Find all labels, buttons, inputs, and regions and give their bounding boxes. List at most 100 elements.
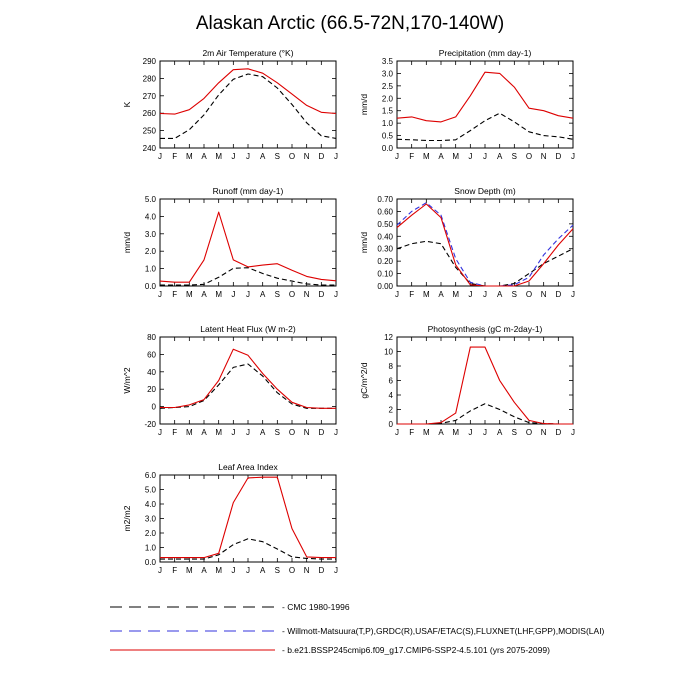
y-tick-label: 1.0 [145,544,157,553]
series-line-model [396,71,574,123]
x-tick-label: J [158,566,162,575]
y-tick-label: 2.0 [145,247,157,256]
x-tick-label: J [483,290,487,299]
x-tick-label: J [231,428,235,437]
series-line-model [160,348,336,409]
x-tick-label: S [275,152,280,161]
x-tick-label: J [246,290,250,299]
x-tick-label: S [275,566,280,575]
x-tick-label: S [275,428,280,437]
y-tick-label: 6 [389,377,394,386]
x-tick-label: J [231,290,235,299]
y-tick-label: 0.30 [377,245,393,254]
y-tick-label: 240 [143,144,157,153]
x-tick-label: A [497,152,503,161]
series-line-obs [396,202,574,287]
x-tick-label: J [395,290,399,299]
y-tick-label: 4 [389,391,394,400]
y-tick-label: 4.0 [145,500,157,509]
series-line-cmc [159,363,336,409]
x-tick-label: J [395,152,399,161]
x-tick-label: S [512,152,517,161]
y-tick-label: 2.0 [382,94,394,103]
x-tick-label: D [318,290,324,299]
x-tick-label: M [215,428,222,437]
x-tick-label: A [201,428,207,437]
x-tick-label: M [215,566,222,575]
panel-title: 2m Air Temperature (°K) [202,48,293,58]
y-tick-label: 60 [147,350,156,359]
figure-title: Alaskan Arctic (66.5-72N,170-140W) [196,13,504,34]
x-tick-label: O [289,428,295,437]
panel-title: Leaf Area Index [218,462,278,472]
legend: - CMC 1980-1996 - Willmott-Matsuura(T,P),… [110,602,605,655]
y-tick-label: 4.0 [145,212,157,221]
panel-title: Snow Depth (m) [454,186,516,196]
y-tick-label: 2 [389,406,394,415]
y-tick-label: 6.0 [145,471,157,480]
x-tick-label: J [571,428,575,437]
x-tick-label: M [423,152,430,161]
x-tick-label: M [215,290,222,299]
y-tick-label: 0 [152,403,157,412]
y-tick-label: 12 [384,333,393,342]
x-tick-label: J [483,152,487,161]
x-tick-label: J [468,290,472,299]
y-axis-label: mm/d [122,232,132,254]
y-tick-label: 0.20 [377,257,393,266]
y-tick-label: 1.0 [145,265,157,274]
y-axis-label: W/m^2 [122,367,132,393]
x-tick-label: M [423,290,430,299]
y-tick-label: 0.70 [377,195,393,204]
x-tick-label: M [186,290,193,299]
series-line-model [160,476,336,559]
plot-frame [396,60,574,149]
x-tick-label: O [289,290,295,299]
y-tick-label: 8 [389,362,394,371]
y-axis-label: m2/m2 [122,505,132,531]
series-line-cmc [160,267,337,286]
x-tick-label: J [334,566,338,575]
y-tick-label: 270 [143,92,157,101]
x-tick-label: J [246,152,250,161]
x-tick-label: A [438,428,444,437]
x-tick-label: A [201,566,207,575]
x-tick-label: J [246,428,250,437]
x-tick-label: D [555,428,561,437]
chart-panel-0: 2m Air Temperature (°K) 240 250 260 270 280 29… [122,48,338,161]
y-tick-label: 250 [143,127,157,136]
panel-title: Latent Heat Flux (W m-2) [200,324,296,334]
x-tick-label: F [409,290,414,299]
y-tick-label: 1.5 [382,107,394,116]
panel-title: Precipitation (mm day-1) [439,48,532,58]
x-tick-label: F [172,566,177,575]
x-tick-label: F [172,152,177,161]
series-line-model [397,346,573,425]
x-tick-label: J [334,152,338,161]
x-tick-label: F [172,428,177,437]
x-tick-label: O [526,290,532,299]
x-tick-label: D [555,290,561,299]
x-tick-label: M [423,428,430,437]
x-tick-label: O [526,152,532,161]
y-tick-label: 290 [143,57,157,66]
y-tick-label: 0.5 [382,132,394,141]
panel-grid: 2m Air Temperature (°K)24025026027028029… [122,48,575,575]
y-tick-label: 0.50 [377,220,393,229]
x-tick-label: N [541,428,547,437]
x-tick-label: A [438,290,444,299]
y-tick-label: 260 [143,109,157,118]
y-tick-label: 280 [143,74,157,83]
y-tick-label: 0.00 [377,282,393,291]
x-tick-label: A [201,152,207,161]
x-tick-label: N [304,428,310,437]
x-tick-label: D [318,428,324,437]
y-tick-label: 3.0 [145,230,157,239]
x-tick-label: O [289,566,295,575]
plot-frame [159,474,337,563]
series-line-cmc [396,240,574,287]
x-tick-label: F [172,290,177,299]
series-line-cmc [396,112,574,142]
